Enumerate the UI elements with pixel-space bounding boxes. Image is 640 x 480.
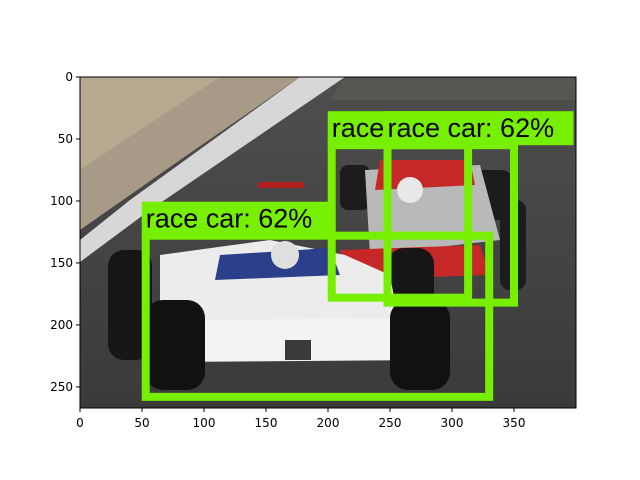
axis-ticks: 0 50 100 150 200 250 300 350 0 50 100 150 200 250 [50, 70, 525, 430]
x-tick-label: 250 [379, 416, 402, 430]
detection-label-bg [383, 111, 574, 146]
detection-label: race car: 62% [146, 204, 313, 234]
detection-label: race car: 62% [388, 113, 555, 143]
detection-layer: race car: 62%race car: 62%race car: 62% [141, 111, 574, 401]
x-tick-label: 100 [193, 416, 216, 430]
detection-0: race car: 62% [141, 201, 494, 401]
y-tick-label: 200 [50, 318, 73, 332]
y-tick-label: 0 [65, 70, 73, 84]
x-tick-label: 0 [76, 416, 84, 430]
x-tick-label: 350 [503, 416, 526, 430]
y-tick-label: 100 [50, 194, 73, 208]
x-tick-label: 150 [255, 416, 278, 430]
detection-label-bg [141, 201, 332, 236]
y-tick-label: 50 [58, 132, 73, 146]
race-car-front [108, 240, 450, 390]
y-tick-label: 250 [50, 380, 73, 394]
detection-2: race car: 62% [383, 111, 574, 307]
x-tick-label: 200 [317, 416, 340, 430]
x-tick-label: 50 [134, 416, 149, 430]
x-tick-label: 300 [441, 416, 464, 430]
y-tick-label: 150 [50, 256, 73, 270]
